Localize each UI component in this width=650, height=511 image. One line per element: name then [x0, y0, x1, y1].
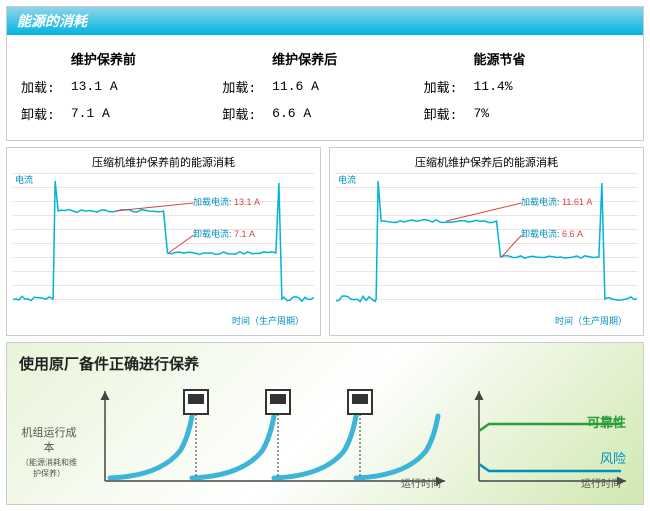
ann-load: 加载电流: 13.1 A: [193, 195, 260, 208]
panel2-header: 使用原厂备件正确进行保养: [7, 343, 643, 378]
x2-label-r: 运行时间: [581, 475, 621, 490]
chart-after-title: 压缩机维护保养后的能源消耗: [336, 154, 637, 170]
row-unload: 卸载:7.1 A 卸载:6.6 A 卸载:7%: [21, 101, 629, 126]
chart-after-svg: [336, 173, 637, 313]
chart-after-box: 压缩机维护保养后的能源消耗 电流 时间（生产周期） 加载电流: 11.61 A …: [329, 147, 644, 336]
chart-before-box: 压缩机维护保养前的能源消耗 电流 时间（生产周期） 加载电流: 13.1 A 卸…: [6, 147, 321, 336]
spare-parts-panel: 使用原厂备件正确进行保养 机组运行成本 （能源消耗和维护保养） 运行时间: [6, 342, 644, 505]
chart-after: 电流 时间（生产周期） 加载电流: 11.61 A 卸载电流: 6.6 A: [336, 173, 637, 313]
y-axis-label: 电流: [338, 173, 356, 186]
charts-row: 压缩机维护保养前的能源消耗 电流 时间（生产周期） 加载电流: 13.1 A 卸…: [6, 147, 644, 336]
col-before: 维护保养前: [71, 45, 221, 72]
row-load: 加载:13.1 A 加载:11.6 A 加载:11.4%: [21, 74, 629, 99]
chart-before-title: 压缩机维护保养前的能源消耗: [13, 154, 314, 170]
col-after: 维护保养后: [272, 45, 422, 72]
chart-before: 电流 时间（生产周期） 加载电流: 13.1 A 卸载电流: 7.1 A: [13, 173, 314, 313]
x-axis-label: 时间（生产周期）: [555, 314, 627, 327]
comparison-table: 维护保养前 维护保养后 能源节省 加载:13.1 A 加载:11.6 A 加载:…: [19, 43, 631, 128]
cost-curves-chart: 运行时间: [89, 386, 461, 486]
ann-unload: 卸载电流: 6.6 A: [521, 227, 583, 240]
energy-consumption-panel: 能源的消耗 维护保养前 维护保养后 能源节省 加载:13.1 A 加载:11.6…: [6, 6, 644, 141]
reliability-label: 可靠性: [587, 412, 626, 431]
y-axis-label: 电流: [15, 173, 33, 186]
x2-label: 运行时间: [401, 475, 441, 490]
reliability-risk-chart: 可靠性 风险 运行时间: [471, 386, 631, 486]
x-axis-label: 时间（生产周期）: [232, 314, 304, 327]
chart-before-svg: [13, 173, 314, 313]
cost-axis-label: 机组运行成本 （能源消耗和维护保养）: [19, 386, 79, 486]
risk-label: 风险: [600, 448, 626, 467]
ann-load: 加载电流: 11.61 A: [521, 195, 592, 208]
col-saving: 能源节省: [473, 45, 629, 72]
panel-header: 能源的消耗: [7, 7, 643, 35]
panel2-body: 机组运行成本 （能源消耗和维护保养） 运行时间 可靠性 风险 运: [7, 378, 643, 504]
comparison-table-wrap: 维护保养前 维护保养后 能源节省 加载:13.1 A 加载:11.6 A 加载:…: [7, 35, 643, 140]
ann-unload: 卸载电流: 7.1 A: [193, 227, 255, 240]
